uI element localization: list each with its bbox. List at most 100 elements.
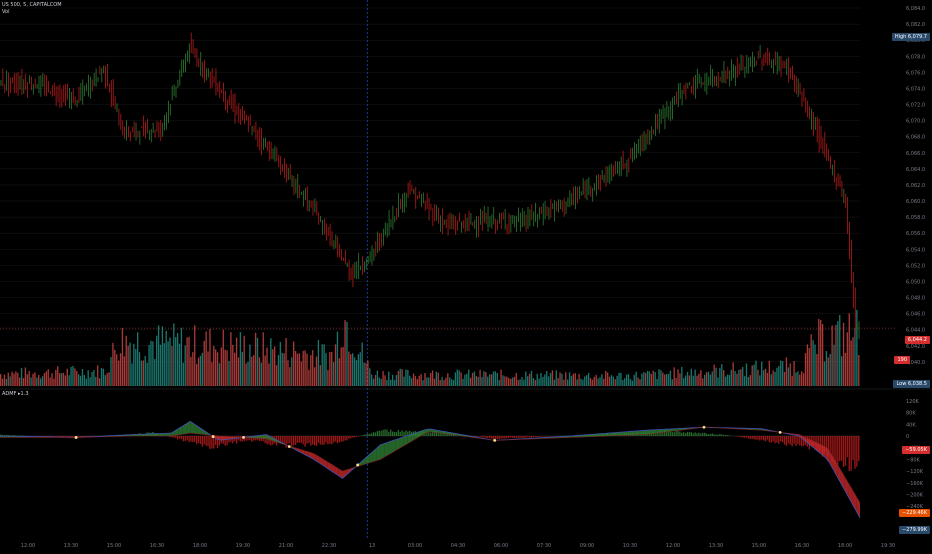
osc-hist-bar	[375, 432, 376, 436]
volume-bar	[618, 373, 619, 386]
volume-bar	[525, 372, 526, 386]
volume-bar	[348, 352, 349, 386]
volume-bar	[628, 374, 629, 386]
price-tick-label: 6,048.0	[906, 296, 925, 302]
osc-hist-bar	[198, 436, 199, 443]
volume-bar	[183, 363, 184, 386]
volume-bar	[837, 321, 838, 386]
osc-hist-bar	[179, 436, 180, 439]
volume-bar	[523, 380, 524, 386]
volume-bar	[792, 376, 793, 386]
cross-marker	[212, 435, 215, 438]
osc-hist-bar	[765, 436, 766, 441]
volume-bar	[820, 320, 821, 386]
volume-bar	[303, 351, 304, 386]
volume-bar	[226, 350, 227, 386]
volume-bar	[790, 363, 791, 386]
volume-bar	[413, 373, 414, 386]
volume-bar	[774, 372, 775, 386]
time-tick-label: 10:30	[623, 543, 637, 549]
osc-hist-bar	[841, 436, 842, 461]
volume-bar	[710, 375, 711, 386]
current-price-tag: 6,044.2	[905, 336, 930, 344]
volume-bar	[577, 379, 578, 386]
volume-bar	[236, 338, 237, 386]
volume-bar	[175, 337, 176, 386]
volume-bar	[599, 377, 600, 386]
volume-bar	[670, 371, 671, 386]
volume-bar	[746, 364, 747, 386]
osc-hist-bar	[679, 432, 680, 436]
osc-hist-bar	[681, 433, 682, 436]
volume-bar	[29, 371, 30, 386]
osc-hist-bar	[211, 436, 212, 449]
osc-hist-bar	[742, 436, 743, 438]
volume-bar	[637, 378, 638, 386]
volume-bar	[34, 372, 35, 386]
osc-hist-bar	[209, 436, 210, 449]
volume-bar	[616, 376, 617, 386]
volume-bar	[535, 380, 536, 386]
volume-bar	[554, 380, 555, 386]
volume-bar	[190, 357, 191, 386]
volume-bar	[331, 352, 332, 386]
osc-hist-bar	[776, 436, 777, 443]
volume-bar	[538, 379, 539, 386]
volume-bar	[449, 377, 450, 386]
volume-bar	[80, 376, 81, 386]
osc-hist-bar	[291, 436, 292, 446]
volume-bar	[835, 325, 836, 386]
volume-bar	[266, 348, 267, 386]
volume-bar	[546, 371, 547, 386]
osc-hist-bar	[725, 435, 726, 436]
volume-bar	[11, 372, 12, 386]
volume-bar	[504, 376, 505, 386]
volume-bar	[323, 344, 324, 386]
volume-bar	[0, 374, 1, 386]
volume-bar	[571, 376, 572, 386]
volume-bar	[282, 353, 283, 386]
osc-hist-bar	[523, 436, 524, 438]
volume-bar	[712, 371, 713, 386]
osc-hist-bar	[333, 436, 334, 442]
volume-bar	[462, 379, 463, 386]
osc-hist-bar	[405, 430, 406, 436]
volume-bar	[310, 355, 311, 386]
cross-marker	[779, 431, 782, 434]
volume-bar	[740, 369, 741, 386]
osc-hist-bar	[719, 434, 720, 436]
volume-bar	[2, 379, 3, 386]
volume-bar	[443, 380, 444, 386]
volume-bar	[177, 333, 178, 386]
volume-bar	[487, 377, 488, 386]
volume-bar	[578, 374, 579, 386]
osc-hist-bar	[544, 436, 545, 437]
price-tick-label: 6,050.0	[906, 279, 925, 285]
osc-hist-bar	[744, 436, 745, 438]
volume-bar	[694, 370, 695, 386]
volume-bar	[38, 375, 39, 386]
volume-bar	[500, 370, 501, 386]
cross-marker	[288, 445, 291, 448]
osc-hist-bar	[339, 436, 340, 442]
volume-bar	[613, 377, 614, 386]
volume-bar	[333, 362, 334, 386]
volume-bar	[457, 370, 458, 386]
osc-hist-bar	[683, 432, 684, 436]
volume-bar	[270, 338, 271, 386]
osc-hist-bar	[190, 436, 191, 442]
time-tick-label: 15:00	[752, 543, 766, 549]
volume-bar	[19, 378, 20, 386]
volume-bar	[272, 349, 273, 386]
osc-hist-bar	[672, 432, 673, 436]
osc-hist-bar	[356, 436, 357, 437]
volume-bar	[360, 352, 361, 386]
volume-bar	[419, 376, 420, 386]
volume-bar	[49, 377, 50, 386]
volume-bar	[478, 377, 479, 386]
volume-bar	[590, 378, 591, 386]
time-tick-label: 15:00	[107, 543, 121, 549]
volume-bar	[78, 374, 79, 386]
